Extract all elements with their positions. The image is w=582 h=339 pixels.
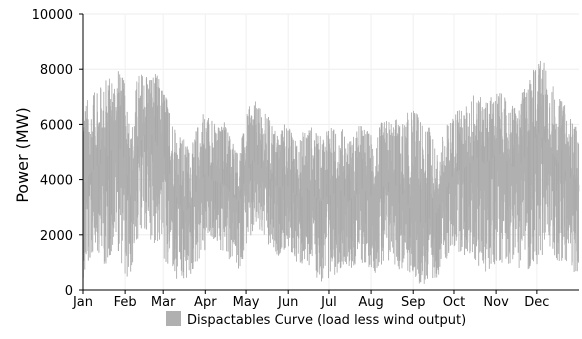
x-tick-label: Feb [114, 295, 137, 310]
y-tick-label: 4000 [40, 174, 73, 189]
x-tick-label: May [233, 295, 260, 310]
y-tick-label: 8000 [40, 63, 73, 78]
legend-label: Dispactables Curve (load less wind outpu… [187, 313, 466, 328]
legend-swatch [166, 311, 181, 326]
x-tick-label: Oct [443, 295, 465, 310]
y-tick-label: 0 [65, 284, 73, 299]
axes: 0 2000 4000 6000 8000 10000 Jan Feb Mar Apr May Jun… [32, 8, 579, 310]
x-tick-label: Dec [524, 295, 549, 310]
x-tick-label: Jun [277, 295, 298, 310]
x-tick-label: Aug [358, 295, 383, 310]
legend: Dispactables Curve (load less wind outpu… [166, 311, 466, 328]
y-axis-label: Power (MW) [13, 107, 32, 203]
x-tick-label: Apr [194, 295, 217, 310]
x-tick-label: Jan [72, 295, 93, 310]
series-layer [82, 60, 580, 284]
x-tick-label: Mar [151, 295, 176, 310]
y-tick-label: 6000 [40, 118, 73, 133]
x-tick-label: Sep [401, 295, 426, 310]
y-tick-label: 2000 [40, 229, 73, 244]
series-extremes [84, 62, 577, 282]
x-tick-label: Jul [320, 295, 337, 310]
series-dispatchables [82, 60, 580, 284]
x-tick-label: Nov [483, 295, 509, 310]
y-tick-label: 10000 [32, 8, 73, 23]
